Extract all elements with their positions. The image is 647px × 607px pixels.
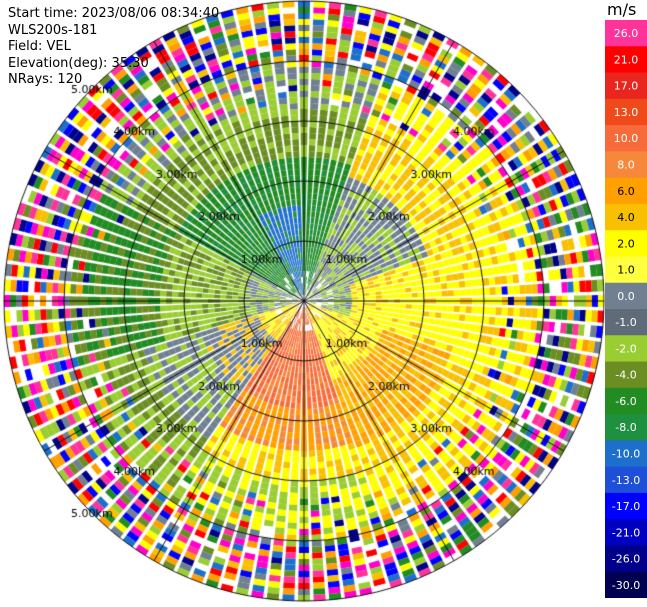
- colorbar-tick-label: 13.0: [614, 106, 639, 119]
- colorbar-swatch: [605, 177, 647, 205]
- colorbar-swatch: [605, 387, 647, 415]
- colorbar-swatch: [605, 309, 647, 336]
- colorbar-tick-label: -6.0: [615, 395, 636, 408]
- colorbar-swatch: [605, 230, 647, 257]
- colorbar-swatch: [605, 125, 647, 152]
- colorbar-swatch: [605, 519, 647, 546]
- colorbar-swatch: [605, 545, 647, 573]
- colorbar-swatch: [605, 151, 647, 179]
- colorbar-swatch: [605, 72, 647, 100]
- colorbar-tick-label: -13.0: [612, 474, 640, 487]
- colorbar-swatch: [605, 466, 647, 494]
- colorbar-tick-label: -8.0: [615, 421, 636, 434]
- colorbar-swatch: [605, 571, 647, 598]
- colorbar-tick-label: 10.0: [614, 132, 639, 145]
- colorbar-tick-label: -21.0: [612, 526, 640, 539]
- elevation-label: Elevation(deg): 35.30: [8, 55, 149, 71]
- colorbar-swatch: [605, 98, 647, 126]
- colorbar-tick-label: 26.0: [614, 27, 639, 40]
- nrays-label: NRays: 120: [8, 72, 83, 87]
- colorbar-tick-label: 8.0: [617, 159, 635, 172]
- colorbar-tick-label: -10.0: [612, 448, 640, 461]
- colorbar-tick-label: 1.0: [617, 264, 635, 277]
- instrument-label: WLS200s-181: [8, 22, 98, 38]
- colorbar-tick-label: 17.0: [614, 80, 639, 93]
- colorbar-swatch: [605, 414, 647, 441]
- colorbar-swatch: [605, 361, 647, 389]
- colorbar-tick-label: -4.0: [615, 369, 636, 382]
- start-time-label: Start time: 2023/08/06 08:34:40: [8, 6, 220, 21]
- colorbar-swatch: [605, 20, 647, 47]
- colorbar-tick-label: -30.0: [612, 579, 640, 592]
- colorbar-tick-label: -1.0: [615, 316, 636, 329]
- colorbar-tick-label: 4.0: [617, 211, 635, 224]
- field-label: Field: VEL: [8, 39, 71, 54]
- colorbar-tick-label: 6.0: [617, 185, 635, 198]
- colorbar-tick-label: 0.0: [617, 290, 635, 303]
- velocity-colorbar: 26.0 21.0 17.0 13.0 10.0 8.0 6.0 4.0 2.0 1.0 0.0 -1…: [605, 20, 647, 598]
- colorbar-swatch: [605, 46, 647, 74]
- colorbar-swatch: [605, 256, 647, 284]
- colorbar-swatch: [605, 335, 647, 363]
- colorbar-unit: m/s: [607, 0, 637, 19]
- colorbar-tick-label: -17.0: [612, 500, 640, 513]
- colorbar-swatch: [605, 282, 647, 310]
- colorbar-swatch: [605, 203, 647, 231]
- colorbar-tick-label: -2.0: [615, 342, 636, 355]
- colorbar-tick-label: -26.0: [612, 553, 640, 566]
- colorbar-tick-label: 2.0: [617, 237, 635, 250]
- colorbar-tick-label: 21.0: [614, 53, 639, 66]
- scan-info-panel: Start time: 2023/08/06 08:34:40 WLS200s-…: [8, 6, 219, 89]
- colorbar-swatch: [605, 492, 647, 520]
- colorbar-swatch: [605, 440, 647, 468]
